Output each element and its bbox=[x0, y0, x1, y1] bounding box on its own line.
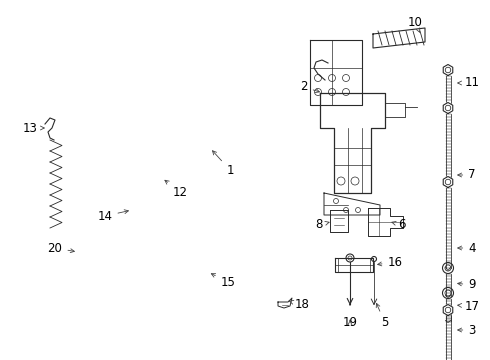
Text: 16: 16 bbox=[378, 256, 402, 269]
Text: 4: 4 bbox=[458, 242, 476, 255]
Text: 7: 7 bbox=[458, 168, 476, 181]
Text: 14: 14 bbox=[98, 210, 128, 222]
Text: 2: 2 bbox=[300, 81, 319, 94]
Text: 20: 20 bbox=[48, 242, 74, 255]
Text: 12: 12 bbox=[165, 180, 188, 198]
Polygon shape bbox=[443, 64, 453, 76]
Text: 18: 18 bbox=[289, 298, 310, 311]
Text: 9: 9 bbox=[458, 279, 476, 292]
Polygon shape bbox=[443, 176, 453, 188]
Text: 15: 15 bbox=[211, 274, 235, 288]
Text: 17: 17 bbox=[458, 300, 480, 312]
Text: 1: 1 bbox=[213, 151, 234, 176]
Polygon shape bbox=[443, 305, 453, 315]
Polygon shape bbox=[443, 103, 453, 113]
Text: 10: 10 bbox=[408, 15, 422, 32]
Text: 3: 3 bbox=[458, 324, 476, 337]
Text: 5: 5 bbox=[376, 303, 389, 329]
Text: 19: 19 bbox=[343, 316, 358, 329]
Text: 13: 13 bbox=[23, 122, 44, 135]
Text: 8: 8 bbox=[315, 219, 329, 231]
Text: 11: 11 bbox=[458, 77, 480, 90]
Text: 6: 6 bbox=[392, 219, 406, 231]
